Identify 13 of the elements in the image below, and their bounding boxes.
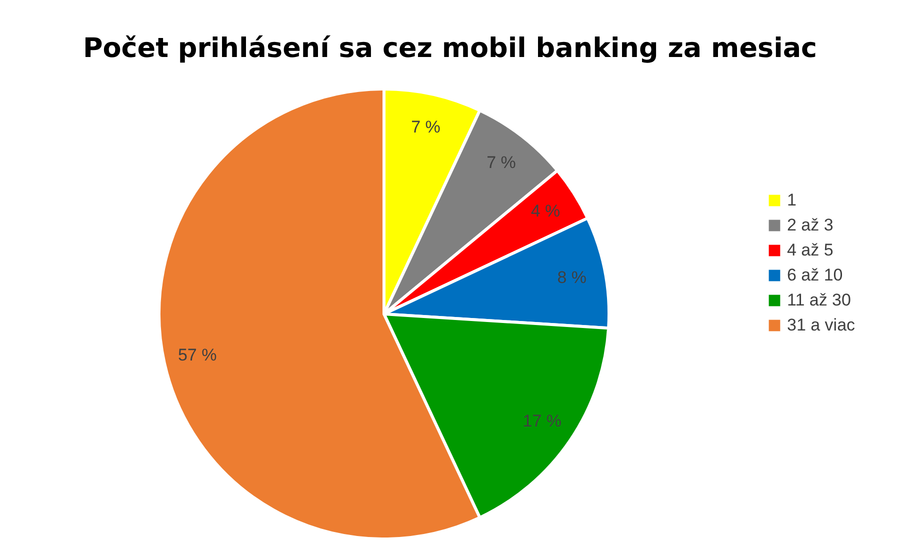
- data-label: 7 %: [486, 152, 516, 172]
- legend-label: 4 až 5: [787, 240, 834, 260]
- data-label: 8 %: [557, 268, 587, 288]
- legend-label: 11 až 30: [787, 290, 851, 310]
- data-label: 57 %: [178, 346, 217, 365]
- legend-label: 31 a viac: [787, 316, 856, 334]
- chart-title: Počet prihlásení sa cez mobil banking za mesiac: [82, 33, 818, 64]
- legend-label: 6 až 10: [787, 266, 843, 284]
- legend-label: 2 až 3: [787, 216, 834, 234]
- data-label: 17 %: [522, 412, 562, 430]
- data-label: 4 %: [530, 202, 560, 221]
- data-label: 7 %: [411, 117, 440, 136]
- legend-label: 1: [787, 190, 796, 210]
